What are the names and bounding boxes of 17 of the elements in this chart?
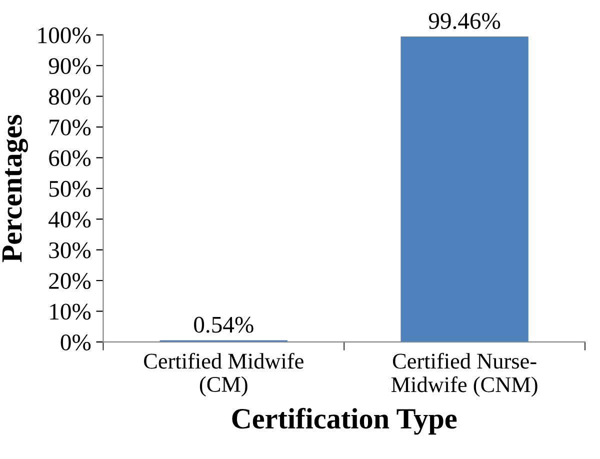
y-axis-title: Percentages [2, 114, 28, 262]
y-tick-label: 30% [49, 242, 91, 258]
y-tick-label: 20% [49, 273, 91, 290]
y-tick-label: 10% [50, 304, 91, 320]
y-tick-label: 50% [49, 180, 91, 197]
y-tick-label: 60% [49, 150, 91, 166]
y-tick-label: 90% [48, 58, 91, 74]
y-tick-label: 100% [38, 27, 91, 44]
x-tick-label: Certified Midwife (CM) [144, 352, 304, 396]
data-label: 99.46% [428, 13, 500, 30]
data-label: 0.54% [194, 316, 254, 333]
y-tick-label: 40% [48, 212, 91, 228]
x-axis-title: Certification Type [232, 408, 457, 435]
y-tick-label: 80% [49, 88, 91, 105]
y-tick-label: 70% [50, 119, 91, 136]
x-tick-label: Certified Nurse- Midwife (CNM) [391, 352, 538, 397]
y-tick-label: 0% [60, 334, 91, 350]
